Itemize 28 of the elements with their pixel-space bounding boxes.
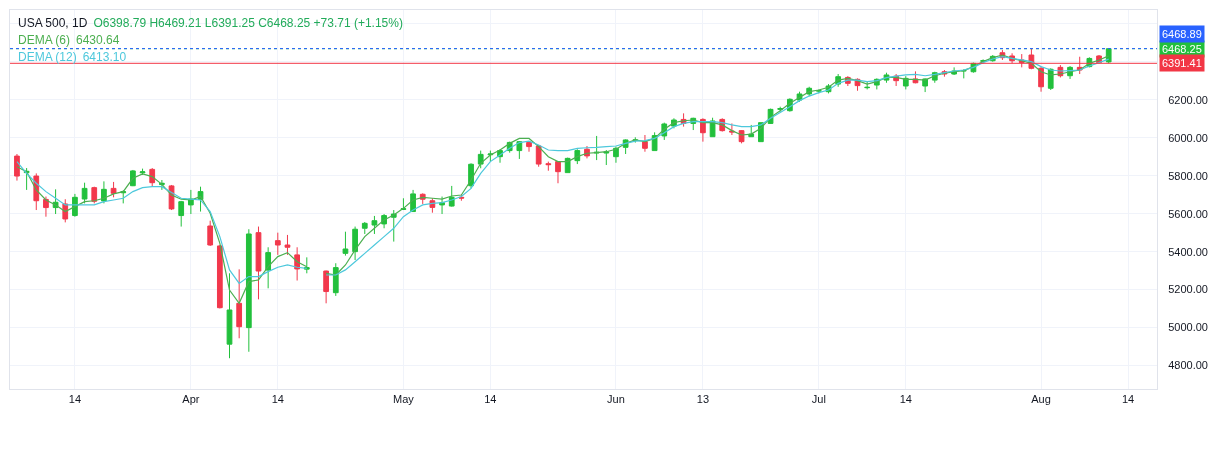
ref-line-label: 6468.25 <box>1162 43 1202 55</box>
y-tick-label: 5200.00 <box>1168 283 1208 296</box>
y-tick-label: 5800.00 <box>1168 169 1208 182</box>
x-tick-label: Aug <box>1031 393 1051 406</box>
text: DEMA (6) <box>18 33 71 47</box>
x-tick-label: Apr <box>182 393 200 406</box>
text: USA 500, 1D <box>18 16 88 30</box>
annotation: 6430.64 <box>76 33 120 47</box>
x-tick-label: Jun <box>607 393 625 406</box>
x-tick-label: 14 <box>271 393 284 406</box>
y-tick-label: 5600.00 <box>1168 207 1208 220</box>
annotation: 6413.10 <box>82 50 127 64</box>
y-tick-label: 5400.00 <box>1168 245 1208 258</box>
ref-line-label: 6391.41 <box>1162 57 1202 69</box>
y-tick-label: 5000.00 <box>1168 321 1208 334</box>
y-tick-label: 4800.00 <box>1168 359 1208 372</box>
x-tick-label: 14 <box>484 393 497 406</box>
y-tick-label: 6000.00 <box>1168 131 1208 144</box>
x-tick-label: Jul <box>811 393 826 406</box>
x-tick-label: 14 <box>899 393 912 406</box>
x-tick-label: 14 <box>68 393 82 406</box>
x-tick-label: May <box>393 393 415 406</box>
ref-line-label: 6468.89 <box>1162 28 1202 40</box>
text: DEMA (12) <box>18 50 77 64</box>
x-tick-label: 14 <box>1121 393 1135 406</box>
y-tick-label: 6200.00 <box>1168 93 1208 106</box>
annotation: O6398.79 H6469.21 L6391.25 C6468.25 +73.71 (+1.15%) <box>93 16 403 30</box>
x-tick-label: 13 <box>696 393 710 406</box>
